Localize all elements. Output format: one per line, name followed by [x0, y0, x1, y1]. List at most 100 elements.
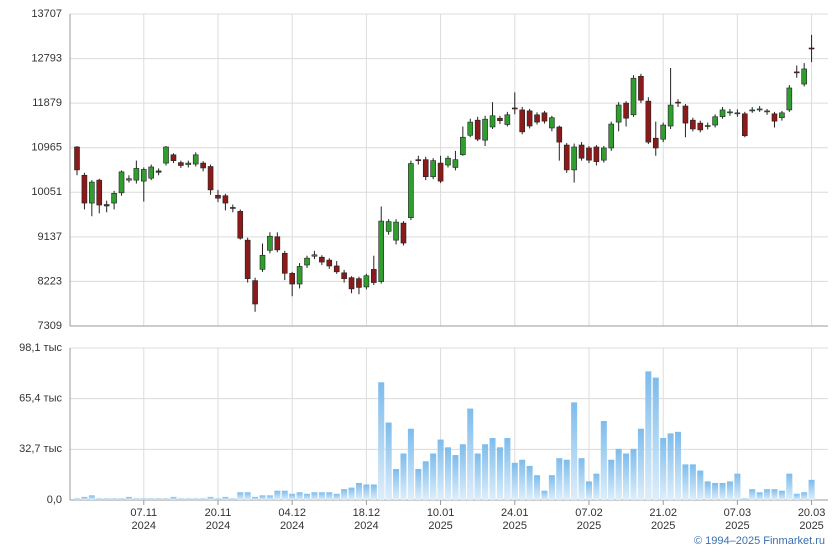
- candle-body: [593, 146, 600, 162]
- x-tick-label: 18.12 2024: [353, 507, 381, 532]
- candle-body: [623, 102, 629, 119]
- candle-body: [363, 275, 370, 288]
- candle-body: [222, 195, 229, 204]
- volume-bar-shade: [214, 498, 221, 500]
- candle-body: [259, 254, 266, 270]
- candle-body: [89, 181, 95, 204]
- volume-bar-shade: [200, 498, 207, 500]
- candle-body: [756, 108, 763, 111]
- candle-body: [185, 162, 192, 165]
- x-tick-label: 07.02 2025: [575, 507, 603, 532]
- volume-bar-shade: [801, 492, 808, 500]
- candle-body: [341, 272, 347, 279]
- candle-body: [237, 211, 244, 239]
- candle-body: [497, 117, 503, 121]
- volume-bar-shade: [749, 489, 756, 500]
- candle-body: [118, 171, 125, 194]
- volume-bar-shade: [452, 455, 459, 500]
- volume-bar-shade: [652, 377, 659, 500]
- volume-bar-shade: [667, 433, 674, 500]
- volume-bar-shade: [474, 453, 481, 500]
- candle-body: [215, 194, 221, 199]
- volume-bar-shade: [623, 453, 630, 500]
- volume-bar-shade: [437, 439, 444, 500]
- volume-bar-shade: [407, 428, 414, 500]
- candle-body: [304, 257, 310, 266]
- candle-body: [519, 109, 526, 133]
- candle-body: [252, 280, 258, 305]
- candle-body: [556, 126, 563, 143]
- candle-body: [586, 147, 592, 161]
- candle-body: [170, 154, 177, 161]
- volume-bar-shade: [556, 458, 563, 500]
- volume-bar-shade: [370, 484, 377, 500]
- y-tick-label: 98,1 тыс: [19, 342, 62, 354]
- volume-bar-shade: [296, 492, 303, 500]
- y-tick-label: 10051: [31, 186, 62, 198]
- candle-body: [445, 157, 451, 166]
- volume-bar-shade: [192, 498, 199, 500]
- candle-body: [793, 71, 800, 74]
- candle-body: [645, 100, 652, 143]
- candle-body: [385, 221, 392, 232]
- candle-body: [675, 101, 681, 104]
- candle-body: [482, 118, 488, 141]
- volume-bar-shade: [163, 498, 170, 500]
- volume-bar-shade: [170, 496, 177, 500]
- volume-bar-shade: [177, 498, 184, 500]
- volume-bar-shade: [378, 382, 385, 500]
- candle-body: [422, 159, 429, 178]
- candle-body: [155, 170, 162, 173]
- y-tick-label: 9137: [38, 231, 62, 243]
- volume-bar-shade: [355, 482, 362, 500]
- y-tick-label: 0,0: [47, 494, 62, 506]
- candle-body: [526, 110, 533, 127]
- candle-body: [178, 162, 184, 166]
- x-tick-label: 07.11 2024: [130, 507, 157, 532]
- candle-body: [741, 113, 748, 137]
- volume-bar-shade: [244, 492, 251, 500]
- candle-body: [786, 87, 793, 111]
- candle-body: [534, 114, 540, 123]
- candle-body: [712, 116, 718, 126]
- x-tick-label: 04.12 2024: [278, 507, 306, 532]
- volume-bar-shade: [764, 489, 771, 500]
- volume-bar-shade: [682, 464, 689, 500]
- candle-body: [563, 144, 570, 171]
- volume-bar-shade: [333, 493, 340, 500]
- volume-bar-shade: [637, 428, 644, 500]
- volume-bar-shade: [808, 479, 815, 500]
- volume-bar-shade: [133, 498, 140, 500]
- candle-body: [511, 107, 518, 110]
- y-tick-label: 13707: [31, 8, 62, 20]
- volume-bar-shade: [118, 498, 125, 500]
- volume-bar-shade: [675, 431, 682, 500]
- volume-bar-shade: [274, 490, 281, 500]
- volume-bar-shade: [459, 444, 466, 500]
- candle-body: [808, 47, 815, 50]
- volume-bar-shade: [103, 498, 110, 500]
- volume-bar-shade: [771, 489, 778, 500]
- candle-body: [638, 75, 644, 101]
- volume-bar-shade: [608, 459, 615, 500]
- candle-body: [652, 137, 659, 149]
- volume-bar-shade: [237, 492, 244, 500]
- candle-body: [267, 235, 273, 251]
- volume-bar-shade: [229, 498, 236, 500]
- volume-bar-shade: [422, 461, 429, 500]
- y-tick-label: 7309: [38, 320, 62, 332]
- candle-body: [541, 112, 548, 122]
- volume-bar-shade: [660, 438, 667, 500]
- volume-bar-shade: [148, 498, 155, 500]
- candle-body: [764, 110, 770, 113]
- candle-body: [601, 147, 607, 161]
- candle-body: [801, 68, 807, 85]
- volume-bar-shade: [519, 459, 526, 500]
- candle-body: [140, 169, 147, 182]
- candle-body: [578, 144, 585, 159]
- x-tick-label: 20.03 2025: [798, 507, 826, 532]
- volume-bar-shade: [207, 496, 214, 500]
- volume-bar-shade: [704, 481, 711, 500]
- candle-body: [467, 121, 474, 136]
